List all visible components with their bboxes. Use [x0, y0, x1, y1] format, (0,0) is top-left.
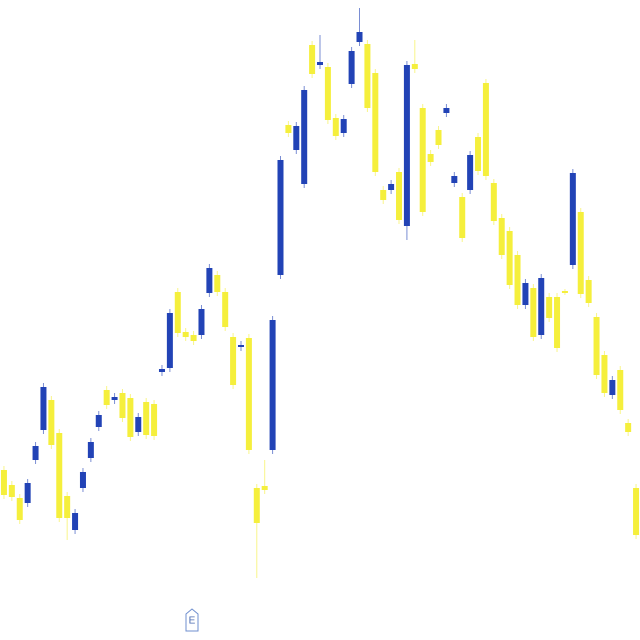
- candle-body: [253, 488, 260, 523]
- candle-body: [609, 380, 616, 395]
- candle-body: [617, 370, 624, 410]
- candle-body: [103, 390, 110, 405]
- candle-body: [332, 118, 339, 136]
- candles: [0, 8, 640, 578]
- event-marker-icon: [185, 608, 199, 632]
- candle-body: [388, 184, 395, 190]
- candle-body: [403, 65, 410, 226]
- candle-body: [245, 338, 252, 450]
- candle-body: [364, 44, 371, 108]
- candle-body: [237, 345, 244, 347]
- candle-body: [64, 496, 71, 518]
- candle-body: [301, 90, 308, 184]
- candle-body: [79, 472, 86, 488]
- candle-body: [8, 485, 15, 497]
- candle-body: [443, 108, 450, 113]
- candle-body: [206, 268, 213, 293]
- candle-body: [158, 369, 165, 372]
- candle-body: [482, 83, 489, 176]
- candle-body: [293, 126, 300, 150]
- candle-body: [56, 433, 63, 518]
- candle-body: [356, 32, 363, 42]
- candle-body: [32, 446, 39, 460]
- candle-body: [538, 278, 545, 335]
- candle-body: [577, 212, 584, 294]
- candle-body: [411, 64, 418, 69]
- candle-body: [427, 154, 434, 162]
- candle-body: [87, 442, 94, 458]
- candle-body: [230, 337, 237, 385]
- candle-body: [522, 283, 529, 305]
- candle-body: [135, 417, 142, 432]
- event-marker-label: E: [189, 616, 196, 627]
- candle-body: [561, 291, 568, 293]
- candle-body: [451, 176, 458, 183]
- candle-body: [95, 415, 102, 427]
- candle-body: [435, 130, 442, 145]
- candle-body: [546, 297, 553, 318]
- candle-body: [72, 513, 79, 530]
- candle-body: [467, 155, 474, 190]
- candle-body: [285, 125, 292, 133]
- candle-body: [24, 483, 31, 503]
- candle-body: [190, 335, 197, 341]
- candle-body: [40, 387, 47, 430]
- candle-body: [625, 423, 632, 432]
- candle-body: [143, 402, 150, 435]
- candle-body: [324, 67, 331, 120]
- candle-body: [119, 393, 126, 418]
- candle-body: [475, 137, 482, 171]
- candle-body: [166, 313, 173, 368]
- candle-body: [372, 73, 379, 172]
- candle-body: [593, 317, 600, 375]
- candle-body: [514, 255, 521, 305]
- candle-body: [506, 231, 513, 285]
- candle-body: [340, 119, 347, 133]
- candle-body: [214, 275, 221, 292]
- candle-body: [380, 190, 387, 200]
- candle-body: [309, 45, 316, 74]
- candle-body: [222, 292, 229, 327]
- candle-body: [633, 488, 640, 535]
- candle-body: [396, 172, 403, 220]
- candle-body: [601, 355, 608, 393]
- candle-body: [151, 404, 158, 436]
- candle-body: [569, 173, 576, 265]
- candle-body: [182, 332, 189, 337]
- candle-body: [490, 183, 497, 221]
- candle-body: [554, 297, 561, 348]
- candle-body: [0, 470, 7, 495]
- candle-body: [269, 320, 276, 450]
- candle-body: [277, 160, 284, 275]
- candle-body: [198, 309, 205, 335]
- candle-body: [498, 218, 505, 255]
- candle-body: [16, 498, 23, 520]
- candle-body: [459, 197, 466, 238]
- candle-body: [174, 292, 181, 333]
- candle-body: [419, 108, 426, 212]
- candle-body: [127, 398, 134, 437]
- candle-body: [261, 486, 268, 490]
- candle-body: [530, 288, 537, 337]
- candle-body: [111, 397, 118, 400]
- candle-body: [585, 280, 592, 303]
- event-marker[interactable]: E: [185, 608, 199, 632]
- candle-body: [48, 400, 55, 445]
- candle-body: [316, 62, 324, 65]
- candle-body: [348, 51, 355, 84]
